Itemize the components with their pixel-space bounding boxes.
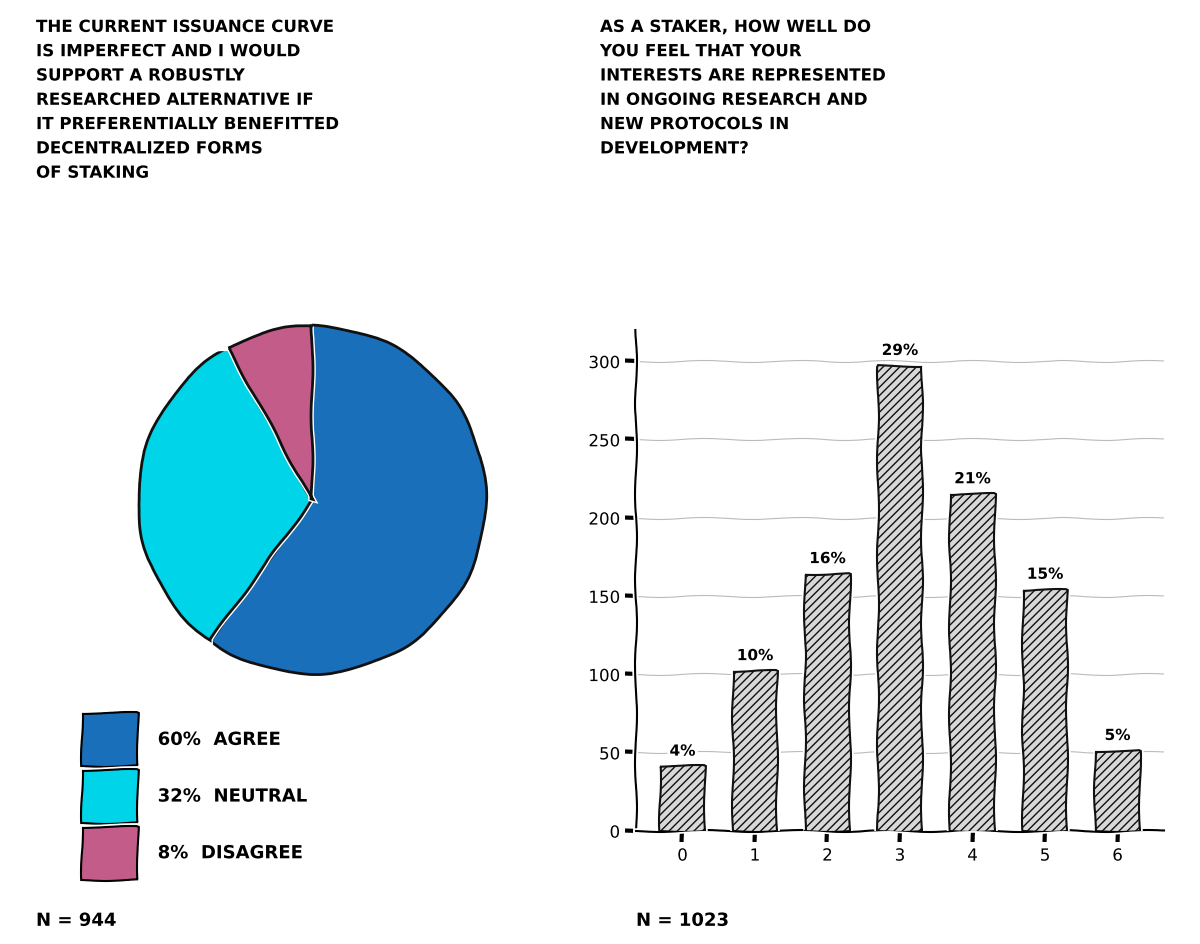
Wedge shape: [138, 348, 312, 641]
Wedge shape: [210, 327, 486, 674]
Bar: [660, 767, 704, 831]
Text: AS A STAKER, HOW WELL DO
YOU FEEL THAT YOUR
INTERESTS ARE REPRESENTED
IN ONGOING: AS A STAKER, HOW WELL DO YOU FEEL THAT Y…: [600, 19, 884, 159]
Text: 15%: 15%: [1027, 567, 1063, 582]
Text: 10%: 10%: [737, 649, 773, 664]
Bar: [950, 495, 995, 831]
Text: 8%  DISAGREE: 8% DISAGREE: [157, 844, 302, 863]
Text: N = 1023: N = 1023: [636, 912, 728, 930]
FancyBboxPatch shape: [82, 714, 138, 767]
Text: 29%: 29%: [882, 344, 918, 359]
Bar: [1022, 590, 1068, 831]
Text: 16%: 16%: [809, 551, 846, 566]
Text: THE CURRENT ISSUANCE CURVE
IS IMPERFECT AND I WOULD
SUPPORT A ROBUSTLY
RESEARCHE: THE CURRENT ISSUANCE CURVE IS IMPERFECT …: [36, 19, 338, 182]
Text: 4%: 4%: [670, 744, 696, 759]
Wedge shape: [228, 327, 312, 500]
Bar: [1096, 751, 1140, 831]
Text: 21%: 21%: [954, 472, 991, 487]
FancyBboxPatch shape: [82, 827, 138, 880]
FancyBboxPatch shape: [82, 770, 138, 823]
Text: 5%: 5%: [1104, 728, 1130, 743]
Bar: [732, 671, 778, 831]
Text: 60%  AGREE: 60% AGREE: [157, 731, 281, 750]
Text: 32%  NEUTRAL: 32% NEUTRAL: [157, 787, 306, 806]
Bar: [877, 366, 923, 831]
Bar: [805, 574, 850, 831]
Text: N = 944: N = 944: [36, 912, 116, 930]
